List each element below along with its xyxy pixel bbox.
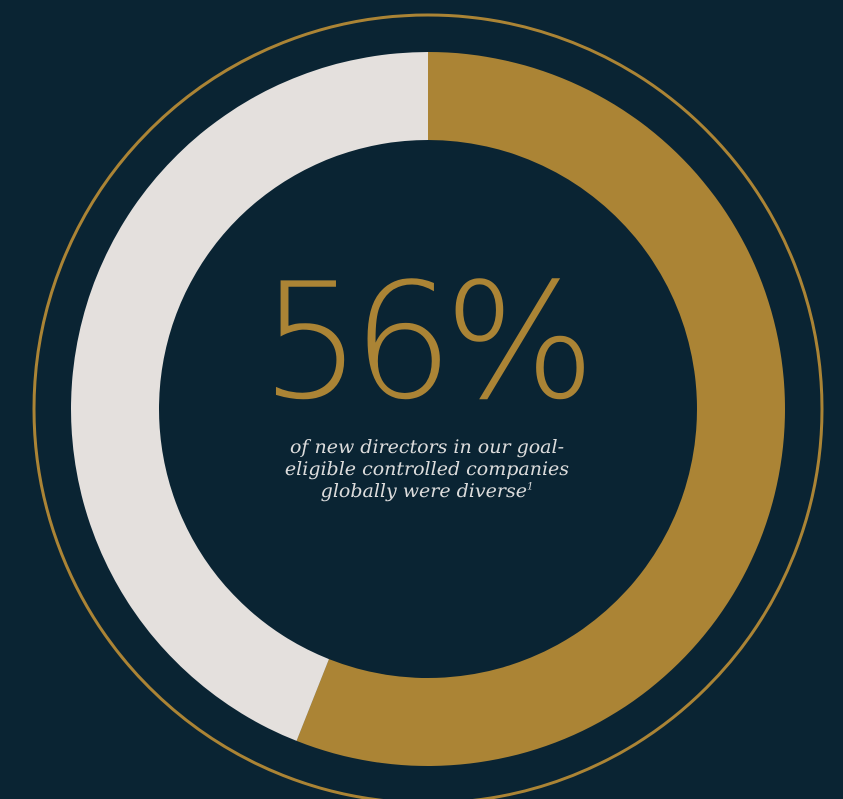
caption-line-3: globally were diverse1 [232, 480, 622, 502]
caption-line-3-text: globally were diverse [320, 480, 527, 502]
outer-ring [32, 13, 824, 799]
donut-slice-diverse [296, 52, 785, 766]
donut-slice-other [70, 52, 428, 741]
caption-text: of new directors in our goal- eligible c… [232, 436, 622, 502]
headline-value: 56% [260, 248, 596, 435]
caption-line-1: of new directors in our goal- [289, 436, 565, 458]
footnote-marker: 1 [526, 481, 534, 493]
center-label: 56% of new directors in our goal- eligib… [232, 262, 622, 503]
caption-line-2: eligible controlled companies [284, 458, 570, 480]
